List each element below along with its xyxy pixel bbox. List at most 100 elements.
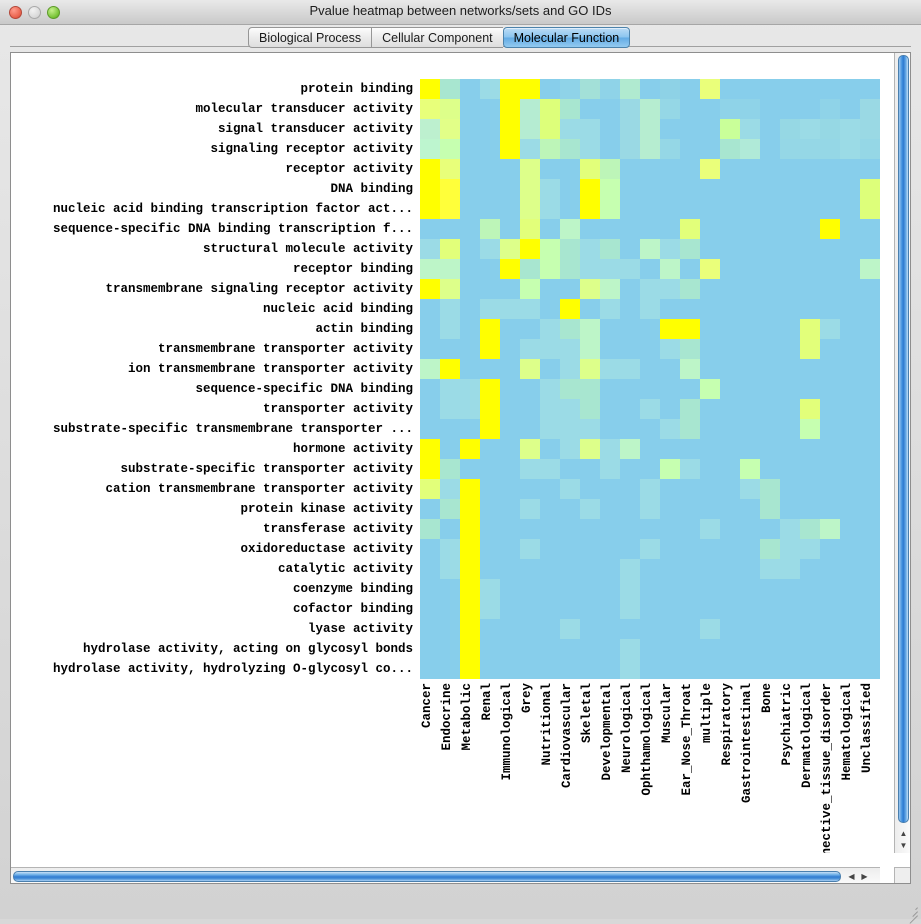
heatmap-cell[interactable] xyxy=(660,319,680,339)
heatmap-cell[interactable] xyxy=(640,299,660,319)
heatmap-cell[interactable] xyxy=(420,419,440,439)
heatmap-cell[interactable] xyxy=(820,479,840,499)
heatmap-cell[interactable] xyxy=(460,439,480,459)
heatmap-cell[interactable] xyxy=(840,539,860,559)
heatmap-cell[interactable] xyxy=(500,619,520,639)
heatmap-cell[interactable] xyxy=(620,559,640,579)
heatmap-cell[interactable] xyxy=(680,359,700,379)
heatmap-cell[interactable] xyxy=(620,79,640,99)
heatmap-cell[interactable] xyxy=(420,219,440,239)
heatmap-cell[interactable] xyxy=(780,559,800,579)
heatmap-cell[interactable] xyxy=(740,199,760,219)
heatmap-cell[interactable] xyxy=(660,519,680,539)
heatmap-cell[interactable] xyxy=(820,239,840,259)
heatmap-cell[interactable] xyxy=(740,159,760,179)
heatmap-cell[interactable] xyxy=(660,339,680,359)
heatmap-cell[interactable] xyxy=(840,499,860,519)
heatmap-cell[interactable] xyxy=(460,519,480,539)
vertical-scrollbar-thumb[interactable] xyxy=(898,55,909,823)
heatmap-cell[interactable] xyxy=(620,599,640,619)
heatmap-cell[interactable] xyxy=(540,139,560,159)
heatmap-cell[interactable] xyxy=(760,519,780,539)
heatmap-cell[interactable] xyxy=(760,199,780,219)
heatmap-cell[interactable] xyxy=(740,439,760,459)
heatmap-cell[interactable] xyxy=(640,99,660,119)
heatmap-cell[interactable] xyxy=(460,459,480,479)
heatmap-cell[interactable] xyxy=(680,619,700,639)
heatmap-cell[interactable] xyxy=(600,239,620,259)
heatmap-cell[interactable] xyxy=(640,219,660,239)
heatmap-cell[interactable] xyxy=(680,339,700,359)
heatmap-cell[interactable] xyxy=(640,539,660,559)
heatmap-cell[interactable] xyxy=(680,279,700,299)
heatmap-cell[interactable] xyxy=(660,239,680,259)
scroll-right-icon[interactable]: ▶ xyxy=(861,872,868,881)
heatmap-cell[interactable] xyxy=(680,239,700,259)
heatmap-cell[interactable] xyxy=(560,139,580,159)
heatmap-cell[interactable] xyxy=(660,79,680,99)
heatmap-cell[interactable] xyxy=(860,259,880,279)
heatmap-cell[interactable] xyxy=(500,659,520,679)
heatmap-cell[interactable] xyxy=(700,99,720,119)
heatmap-cell[interactable] xyxy=(800,79,820,99)
heatmap-cell[interactable] xyxy=(520,659,540,679)
heatmap-cell[interactable] xyxy=(800,579,820,599)
heatmap-cell[interactable] xyxy=(620,619,640,639)
heatmap-cell[interactable] xyxy=(840,99,860,119)
heatmap-cell[interactable] xyxy=(480,159,500,179)
heatmap-cell[interactable] xyxy=(460,579,480,599)
heatmap-cell[interactable] xyxy=(780,279,800,299)
heatmap-cell[interactable] xyxy=(480,539,500,559)
heatmap-cell[interactable] xyxy=(440,359,460,379)
heatmap-cell[interactable] xyxy=(700,319,720,339)
heatmap-cell[interactable] xyxy=(800,499,820,519)
heatmap-cell[interactable] xyxy=(620,399,640,419)
heatmap-cell[interactable] xyxy=(640,619,660,639)
heatmap-cell[interactable] xyxy=(760,219,780,239)
heatmap-cell[interactable] xyxy=(700,499,720,519)
heatmap-cell[interactable] xyxy=(740,359,760,379)
heatmap-cell[interactable] xyxy=(820,359,840,379)
heatmap-cell[interactable] xyxy=(700,399,720,419)
heatmap-cell[interactable] xyxy=(600,359,620,379)
heatmap-cell[interactable] xyxy=(480,379,500,399)
heatmap-cell[interactable] xyxy=(560,499,580,519)
heatmap-cell[interactable] xyxy=(520,259,540,279)
heatmap-cell[interactable] xyxy=(580,659,600,679)
heatmap-cell[interactable] xyxy=(740,219,760,239)
heatmap-cell[interactable] xyxy=(680,199,700,219)
heatmap-cell[interactable] xyxy=(420,379,440,399)
heatmap-cell[interactable] xyxy=(460,139,480,159)
heatmap-grid[interactable] xyxy=(420,79,880,679)
heatmap-cell[interactable] xyxy=(580,399,600,419)
heatmap-cell[interactable] xyxy=(540,559,560,579)
heatmap-cell[interactable] xyxy=(860,219,880,239)
heatmap-cell[interactable] xyxy=(560,379,580,399)
heatmap-cell[interactable] xyxy=(840,259,860,279)
heatmap-cell[interactable] xyxy=(760,359,780,379)
heatmap-cell[interactable] xyxy=(600,79,620,99)
heatmap-cell[interactable] xyxy=(620,179,640,199)
heatmap-cell[interactable] xyxy=(580,599,600,619)
heatmap-cell[interactable] xyxy=(720,119,740,139)
heatmap-cell[interactable] xyxy=(660,379,680,399)
heatmap-cell[interactable] xyxy=(580,619,600,639)
heatmap-cell[interactable] xyxy=(860,399,880,419)
heatmap-cell[interactable] xyxy=(460,159,480,179)
heatmap-cell[interactable] xyxy=(440,499,460,519)
heatmap-cell[interactable] xyxy=(800,339,820,359)
heatmap-cell[interactable] xyxy=(480,639,500,659)
heatmap-cell[interactable] xyxy=(560,219,580,239)
heatmap-cell[interactable] xyxy=(540,279,560,299)
heatmap-cell[interactable] xyxy=(580,259,600,279)
heatmap-cell[interactable] xyxy=(600,159,620,179)
heatmap-cell[interactable] xyxy=(780,359,800,379)
heatmap-cell[interactable] xyxy=(820,159,840,179)
heatmap-cell[interactable] xyxy=(800,199,820,219)
heatmap-cell[interactable] xyxy=(780,539,800,559)
heatmap-cell[interactable] xyxy=(600,439,620,459)
heatmap-cell[interactable] xyxy=(460,499,480,519)
heatmap-cell[interactable] xyxy=(520,199,540,219)
heatmap-cell[interactable] xyxy=(860,299,880,319)
heatmap-cell[interactable] xyxy=(600,299,620,319)
